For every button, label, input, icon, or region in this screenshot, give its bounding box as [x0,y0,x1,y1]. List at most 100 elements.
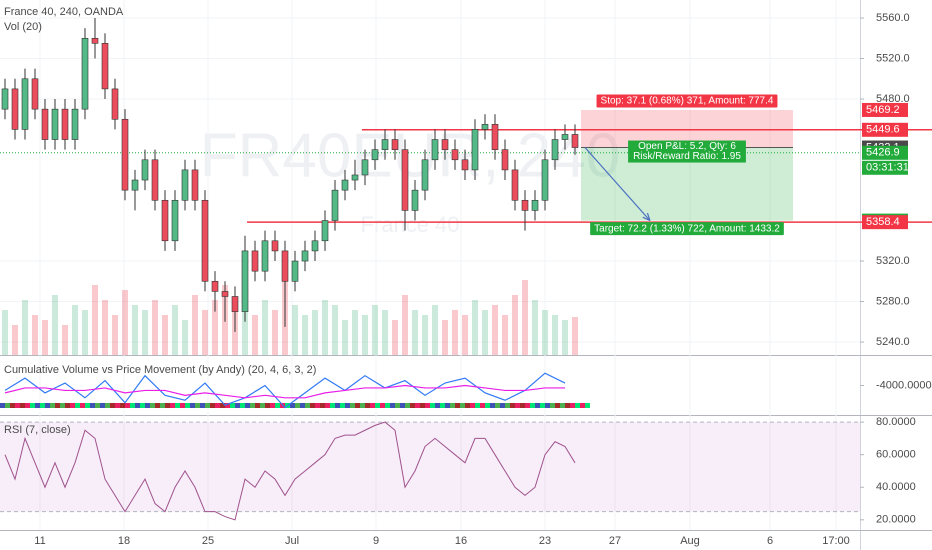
signal-cell [210,403,215,408]
x-tick-label: 27 [609,535,621,547]
candle-body [301,250,309,262]
signal-cell [360,403,365,408]
candle-body [381,139,389,150]
x-tick-label: 6 [767,535,773,547]
signal-cell [95,403,100,408]
signal-cell [140,403,145,408]
signal-cell [75,403,80,408]
signal-cell [420,403,425,408]
y-tick-label: 5520.0 [876,52,910,64]
volume-bar [122,290,128,355]
watermark: FR40EUR, 240 [200,121,620,190]
x-tick-label: 18 [118,535,130,547]
signal-cell [565,403,570,408]
signal-cell [510,403,515,408]
candle-body [161,199,169,242]
signal-cell [485,403,490,408]
signal-cell [375,403,380,408]
candle-body [391,139,399,150]
candle-body [431,139,439,161]
volume-bar [212,300,218,355]
y-tick-label: 20.0000 [876,514,916,526]
volume-bar [372,305,378,355]
signal-cell [130,403,135,408]
volume-bar [242,290,248,355]
signal-cell [440,403,445,408]
signal-cell [465,403,470,408]
symbol-title: France 40, 240, OANDA [4,6,124,18]
target-label-bg [590,222,784,236]
signal-cell [220,403,225,408]
candle-body [401,149,409,211]
signal-cell [225,403,230,408]
candle-body [231,296,239,312]
x-tick-label: 11 [34,535,45,547]
signal-cell [370,403,375,408]
volume-bar [292,305,298,355]
y-tick-label: 5560.0 [876,12,910,24]
countdown-bg [862,160,908,175]
watermark-sub: France 40 [360,212,459,237]
signal-cell [540,403,545,408]
candle-body [571,134,579,148]
volume-bar [332,305,338,355]
volume-bar [82,310,88,355]
signal-cell [265,403,270,408]
volume-bar [342,320,348,355]
candle-body [501,149,509,171]
volume-bar [402,295,408,355]
volume-bar [272,310,278,355]
signal-cell [45,403,50,408]
trade-arrow [584,147,651,222]
volume-bar [482,310,488,355]
candle-body [531,199,539,211]
signal-cell [55,403,60,408]
volume-bar [522,280,528,355]
signal-cell [500,403,505,408]
candle-body [141,159,149,181]
signal-cell [535,403,540,408]
signal-cell [350,403,355,408]
signal-cell [330,403,335,408]
volume-bar [92,285,98,355]
volume-bar [132,305,138,355]
y-tick-label: 80.0000 [876,416,916,428]
cvpm-line [4,372,566,409]
volume-bar [422,315,428,355]
candle-body [551,139,559,161]
y-tick-label: 5280.0 [876,295,910,307]
signal-cell [400,403,405,408]
candle-body [191,169,199,201]
candle-body [181,169,189,201]
candle-body [21,78,29,130]
signal-cell [250,403,255,408]
candle-body [41,108,49,140]
volume-bar [502,315,508,355]
candle-body [171,199,179,242]
signal-cell [180,403,185,408]
volume-bar [442,320,448,355]
candle-body [1,88,9,110]
candle-body [31,78,39,110]
signal-cell [175,403,180,408]
volume-bar [322,300,328,355]
stop-label: Stop: 37.1 (0.68%) 371, Amount: 777.4 [601,96,774,107]
signal-cell [495,403,500,408]
signal-cell [15,403,20,408]
rsi-band [0,422,860,512]
signal-cell [150,403,155,408]
signal-cell [170,403,175,408]
volume-bar [572,317,578,355]
signal-cell [475,403,480,408]
signal-cell [470,403,475,408]
candle-body [201,199,209,282]
signal-cell [165,403,170,408]
signal-cell [245,403,250,408]
volume-bar [532,300,538,355]
signal-cell [550,403,555,408]
candle-body [491,124,499,150]
signal-cell [450,403,455,408]
signal-cell [415,403,420,408]
candle-body [521,199,529,211]
signal-cell [260,403,265,408]
